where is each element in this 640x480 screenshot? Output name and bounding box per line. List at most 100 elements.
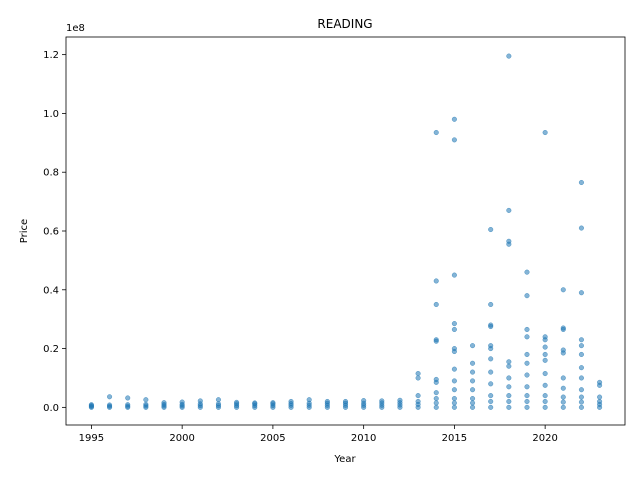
data-point	[488, 369, 494, 375]
data-point	[578, 225, 584, 231]
y-tick-label: 0.6	[43, 227, 59, 238]
data-point	[542, 129, 548, 136]
data-point	[578, 394, 584, 400]
data-point	[488, 381, 494, 387]
data-point	[560, 287, 566, 293]
x-tick-label: 2020	[532, 433, 557, 444]
data-point	[597, 398, 603, 405]
data-point	[488, 322, 494, 328]
data-point	[488, 404, 494, 410]
data-point	[488, 226, 494, 233]
data-point	[451, 396, 457, 402]
data-point	[433, 400, 439, 406]
x-tick-label: 2000	[169, 433, 194, 444]
y-axis-label: Price	[19, 219, 30, 243]
data-point	[451, 378, 457, 384]
data-point	[324, 398, 330, 405]
data-point	[433, 404, 439, 410]
data-point	[542, 334, 548, 340]
data-point	[560, 394, 566, 400]
data-point	[578, 399, 584, 405]
x-tick-label: 2005	[260, 433, 285, 444]
data-point	[470, 396, 476, 402]
data-point	[451, 272, 457, 278]
data-point	[560, 385, 566, 391]
data-point	[107, 402, 113, 408]
x-tick-label: 2015	[442, 433, 467, 444]
data-point	[234, 399, 240, 405]
y-axis-ticks: 0.0 0.2 0.4 0.6 0.8 1.0 1.2	[43, 50, 66, 414]
data-point	[506, 398, 512, 405]
x-tick-label: 2010	[351, 433, 376, 444]
data-point	[506, 393, 512, 399]
data-point	[542, 344, 548, 350]
data-point	[470, 360, 476, 366]
data-point	[542, 393, 548, 399]
data-point	[397, 397, 403, 403]
data-point	[488, 393, 494, 399]
data-point	[578, 351, 584, 358]
data-point	[451, 321, 457, 327]
data-point	[506, 238, 512, 244]
data-point	[542, 398, 548, 405]
x-axis-ticks: 1995 2000 2005 2010 2015 2020	[79, 425, 558, 444]
data-point	[524, 393, 530, 399]
data-point	[451, 137, 457, 143]
data-point	[270, 400, 276, 406]
data-point	[578, 290, 584, 296]
data-point	[415, 398, 421, 405]
data-point	[524, 384, 530, 390]
data-point	[542, 357, 548, 363]
data-point	[470, 369, 476, 375]
data-point	[506, 363, 512, 369]
data-point	[524, 269, 530, 275]
data-point	[560, 375, 566, 381]
data-point	[524, 326, 530, 333]
data-point	[143, 397, 149, 403]
data-point	[488, 343, 494, 349]
data-point	[542, 351, 548, 358]
data-point	[433, 301, 439, 308]
data-point	[506, 384, 512, 390]
data-point	[524, 293, 530, 299]
data-point	[488, 398, 494, 405]
data-point	[451, 387, 457, 393]
data-point	[488, 356, 494, 362]
data-point	[125, 402, 131, 408]
data-point	[361, 398, 367, 404]
data-point	[506, 53, 512, 59]
data-point	[215, 397, 221, 403]
y-tick-label: 0.0	[43, 403, 59, 414]
data-point	[415, 393, 421, 399]
data-point	[470, 404, 476, 410]
data-point	[506, 375, 512, 381]
data-point	[179, 399, 185, 405]
plot-area-frame	[65, 36, 626, 426]
data-point	[415, 371, 421, 377]
data-point	[433, 337, 439, 343]
data-point	[506, 359, 512, 365]
data-point	[342, 398, 349, 405]
data-point	[542, 371, 548, 377]
data-point	[288, 398, 294, 405]
data-point	[560, 404, 566, 410]
data-point	[524, 404, 530, 410]
data-point	[506, 207, 512, 213]
data-point	[451, 326, 457, 333]
data-point	[524, 372, 530, 378]
x-axis-label: Year	[333, 454, 356, 465]
y-offset-label: 1e8	[66, 23, 85, 34]
data-point	[433, 278, 439, 284]
y-tick-label: 1.0	[43, 109, 59, 120]
data-point	[524, 360, 530, 366]
data-point	[451, 116, 457, 122]
data-point	[88, 402, 94, 408]
data-point	[524, 334, 530, 340]
data-point	[560, 399, 566, 405]
data-points	[88, 53, 603, 410]
chart-title: READING	[317, 17, 372, 31]
y-tick-label: 0.2	[43, 344, 59, 355]
data-point	[379, 398, 385, 404]
data-point	[470, 378, 476, 384]
